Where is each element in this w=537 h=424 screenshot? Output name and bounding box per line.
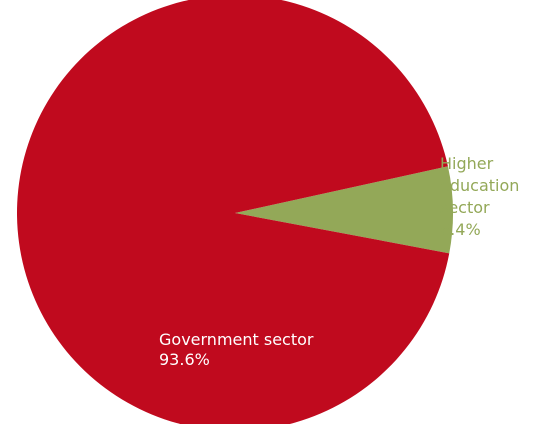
label-higher-education-sector-line: Higher <box>440 154 494 173</box>
label-government-sector-line: Government sector <box>159 330 314 349</box>
label-government-sector-line: 93.6% <box>159 350 210 369</box>
label-government-sector: Government sector 93.6% <box>159 330 314 369</box>
slice-higher-education-sector <box>235 166 454 254</box>
pie-labels: Government sector 93.6% Higher education sec… <box>159 154 519 369</box>
slice-government-sector <box>17 0 450 424</box>
label-higher-education-sector: Higher education sector 6.4% <box>440 154 519 239</box>
pie-slices <box>17 0 454 424</box>
label-higher-education-sector-line: 6.4% <box>440 220 481 239</box>
label-higher-education-sector-line: education <box>440 176 519 195</box>
label-higher-education-sector-line: sector <box>440 198 490 217</box>
